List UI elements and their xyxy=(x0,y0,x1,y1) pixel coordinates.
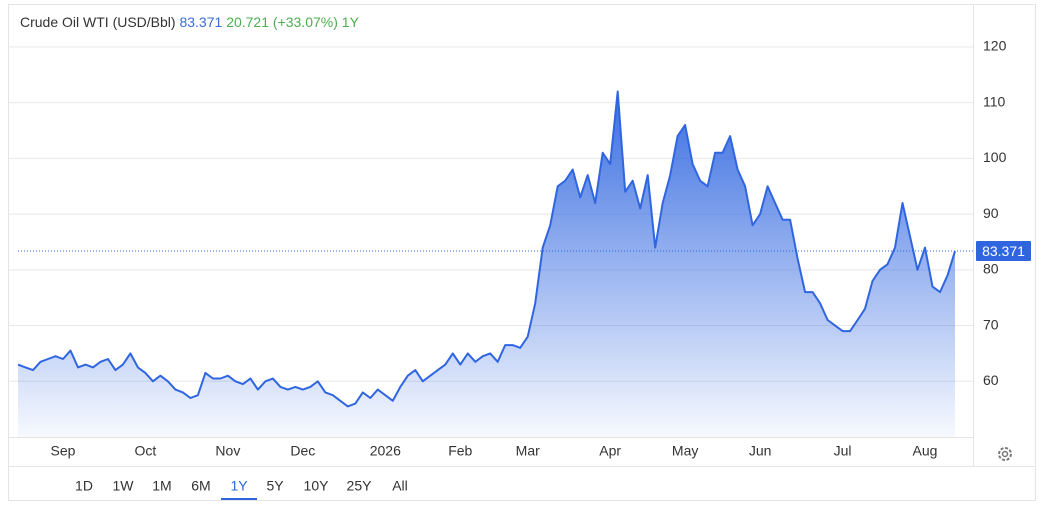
x-tick-label: Oct xyxy=(135,443,157,459)
y-tick-label: 120 xyxy=(983,38,1007,54)
x-tick-label: Dec xyxy=(290,443,315,459)
chart-header: Crude Oil WTI (USD/Bbl) 83.371 20.721 (+… xyxy=(20,14,360,30)
x-tick-label: Sep xyxy=(51,443,76,459)
price: 83.371 xyxy=(179,14,222,30)
x-tick-label: Mar xyxy=(516,443,540,459)
change-percent: (+33.07%) xyxy=(273,14,338,30)
active-range-underline xyxy=(221,498,257,500)
price-line xyxy=(17,90,956,408)
change: 20.721 xyxy=(226,14,269,30)
x-tick-label: May xyxy=(672,443,698,459)
x-tick-label: Feb xyxy=(448,443,472,459)
current-price-tag xyxy=(976,241,1031,262)
y-tick-label: 100 xyxy=(983,149,1007,165)
x-tick-label: Apr xyxy=(599,443,621,459)
x-tick-label: Aug xyxy=(913,443,938,459)
y-tick-label: 80 xyxy=(983,261,999,277)
range-button[interactable]: All xyxy=(392,478,408,494)
y-tick-label: 60 xyxy=(983,372,999,388)
area-fill xyxy=(18,91,955,437)
current-price-label: 83.371 xyxy=(982,243,1025,259)
y-tick-label: 110 xyxy=(983,93,1006,109)
range-button[interactable]: 1D xyxy=(75,478,93,494)
settings-icon[interactable] xyxy=(998,447,1012,461)
range-button[interactable]: 5Y xyxy=(266,478,284,494)
y-tick-label: 70 xyxy=(983,316,999,332)
range-button[interactable]: 10Y xyxy=(304,478,330,494)
x-tick-label: Jul xyxy=(834,443,852,459)
period: 1Y xyxy=(342,14,360,30)
range-button[interactable]: 1W xyxy=(113,478,135,494)
range-button[interactable]: 6M xyxy=(191,478,210,494)
x-tick-label: Nov xyxy=(215,443,240,459)
range-button[interactable]: 1Y xyxy=(230,478,248,494)
x-tick-label: Jun xyxy=(749,443,772,459)
range-button[interactable]: 25Y xyxy=(347,478,373,494)
range-button[interactable]: 1M xyxy=(152,478,171,494)
x-tick-label: 2026 xyxy=(370,443,401,459)
y-tick-label: 90 xyxy=(983,205,999,221)
instrument-name: Crude Oil WTI (USD/Bbl) xyxy=(20,14,176,30)
